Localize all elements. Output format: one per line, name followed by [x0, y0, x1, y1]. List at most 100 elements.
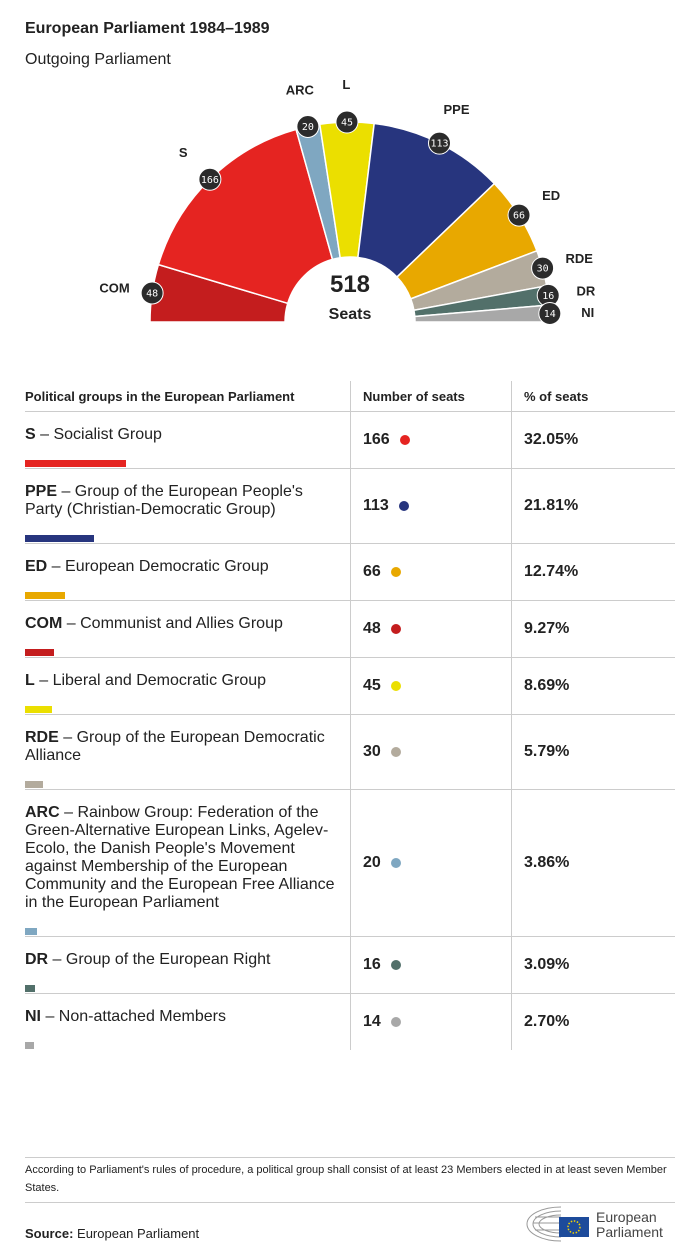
segment-s	[157, 128, 334, 305]
seat-percent: 21.81%	[524, 497, 579, 514]
group-label-ppe: PPE	[443, 102, 469, 117]
group-cell: PPE – Group of the European People's Par…	[25, 468, 351, 544]
header-group: Political groups in the European Parliam…	[25, 381, 351, 412]
group-name: – Socialist Group	[35, 426, 162, 443]
group-label-dr: DR	[576, 283, 595, 298]
group-name: – European Democratic Group	[47, 558, 269, 575]
group-abbr: L	[25, 672, 35, 689]
seat-share-bar	[25, 649, 55, 656]
group-label-s: S	[179, 145, 188, 160]
group-abbr: RDE	[25, 729, 59, 746]
seat-count: 48	[363, 620, 381, 637]
group-name: – Non-attached Members	[41, 1008, 226, 1025]
group-name: – Group of the European People's Party (…	[25, 483, 303, 518]
source: Source: European Parliament	[25, 1226, 199, 1241]
seats-cell: 113	[350, 468, 512, 544]
seat-percent: 32.05%	[524, 431, 579, 448]
source-label: Source:	[25, 1226, 74, 1241]
seat-share-bar	[25, 781, 44, 788]
seats-cell: 66	[350, 543, 512, 601]
group-cell: L – Liberal and Democratic Group	[25, 657, 351, 715]
seat-share-bar	[25, 928, 38, 935]
table-row: RDE – Group of the European Democratic A…	[25, 714, 675, 790]
group-cell: ED – European Democratic Group	[25, 543, 351, 601]
seat-badge-ppe	[427, 131, 451, 155]
seat-share-bar	[25, 706, 53, 713]
seat-share-bar	[25, 460, 127, 467]
group-abbr: PPE	[25, 483, 58, 500]
group-cell: RDE – Group of the European Democratic A…	[25, 714, 351, 790]
seat-badge-l	[335, 110, 359, 134]
group-abbr: S	[25, 426, 36, 443]
group-name: – Liberal and Democratic Group	[34, 672, 267, 689]
total-seats: 518	[330, 271, 370, 298]
seat-value-s: 166	[201, 175, 219, 186]
percent-cell: 9.27%	[511, 600, 675, 658]
group-color-dot	[390, 960, 401, 970]
seats-cell: 48	[350, 600, 512, 658]
chart-subtitle: Outgoing Parliament	[25, 51, 171, 68]
seat-share-bar	[25, 592, 66, 599]
group-color-dot	[390, 747, 401, 757]
seats-cell: 14	[350, 993, 512, 1050]
group-abbr: DR	[25, 951, 49, 968]
source-text: European Parliament	[73, 1226, 200, 1241]
seat-count: 45	[363, 677, 381, 694]
table-row: L – Liberal and Democratic Group 45 8.69…	[25, 657, 675, 715]
seat-badge-com	[140, 281, 164, 305]
group-label-ed: ED	[542, 188, 560, 203]
group-cell: DR – Group of the European Right	[25, 936, 351, 994]
group-name: – Rainbow Group: Federation of the Green…	[25, 804, 335, 911]
group-abbr: ARC	[25, 804, 60, 821]
seat-count: 166	[363, 431, 390, 448]
seat-value-ppe: 113	[430, 139, 448, 150]
group-label-l: L	[342, 80, 350, 92]
hemicycle-chart: 48 COM 166 S 20 ARC 45 L 113 PPE 66 ED 30 RDE 16 DR 14 NI…	[99, 80, 596, 326]
seat-value-com: 48	[146, 288, 158, 299]
percent-cell: 32.05%	[511, 411, 675, 469]
seat-count: 66	[363, 563, 381, 580]
group-cell: S – Socialist Group	[25, 411, 351, 469]
seat-percent: 3.09%	[524, 956, 570, 973]
group-label-arc: ARC	[286, 82, 315, 97]
seat-value-ed: 66	[513, 211, 525, 222]
header-seats: Number of seats	[350, 381, 512, 412]
seat-value-ni: 14	[544, 309, 556, 320]
group-color-dot	[390, 624, 401, 634]
group-label-rde: RDE	[565, 251, 593, 266]
seats-cell: 16	[350, 936, 512, 994]
groups-table: Political groups in the European Parliam…	[25, 381, 675, 1050]
table-row: ARC – Rainbow Group: Federation of the G…	[25, 789, 675, 937]
seat-share-bar	[25, 535, 94, 542]
seat-badge-ni	[538, 302, 562, 326]
group-name: – Communist and Allies Group	[62, 615, 283, 632]
group-color-dot	[398, 501, 409, 511]
seat-share-bar	[25, 985, 35, 992]
footnote: According to Parliament's rules of proce…	[25, 1157, 675, 1203]
group-color-dot	[390, 681, 401, 691]
seat-count: 113	[363, 497, 389, 514]
seat-percent: 9.27%	[524, 620, 570, 637]
table-row: S – Socialist Group 166 32.05%	[25, 411, 675, 469]
seat-count: 30	[363, 743, 381, 760]
seat-badge-rde	[531, 256, 555, 280]
group-cell: COM – Communist and Allies Group	[25, 600, 351, 658]
segment-ppe	[357, 122, 496, 279]
total-seats-label: Seats	[329, 306, 372, 323]
seat-count: 14	[363, 1013, 381, 1030]
header-percent: % of seats	[511, 381, 675, 412]
percent-cell: 12.74%	[511, 543, 675, 601]
seat-percent: 12.74%	[524, 563, 579, 580]
chart-title: European Parliament 1984–1989	[25, 20, 270, 37]
hemicycle-logo-icon	[526, 1206, 589, 1242]
percent-cell: 3.09%	[511, 936, 675, 994]
group-abbr: NI	[25, 1008, 41, 1025]
group-name: – Group of the European Democratic Allia…	[25, 729, 325, 764]
table-header: Political groups in the European Parliam…	[25, 381, 675, 412]
logo-text: European Parliament	[596, 1209, 663, 1240]
table-row: DR – Group of the European Right 16 3.09…	[25, 936, 675, 994]
group-color-dot	[390, 567, 401, 577]
table-row: NI – Non-attached Members 14 2.70%	[25, 993, 675, 1050]
group-label-ni: NI	[581, 305, 594, 320]
group-color-dot	[399, 435, 410, 445]
